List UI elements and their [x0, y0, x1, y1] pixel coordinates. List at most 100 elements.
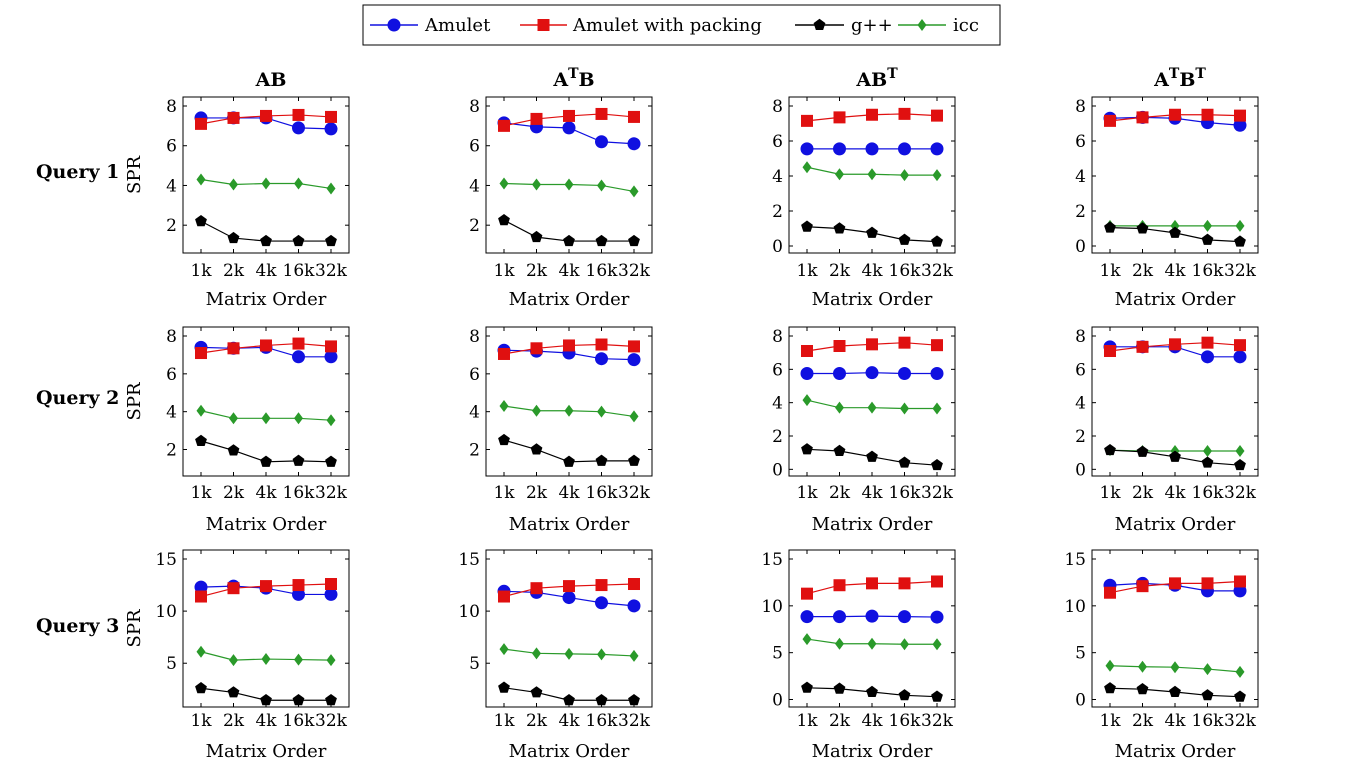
data-point	[195, 215, 207, 227]
data-point	[325, 578, 337, 591]
data-point	[865, 142, 879, 156]
data-point	[1203, 219, 1212, 232]
data-point	[931, 690, 943, 702]
data-point	[595, 107, 608, 120]
data-point	[595, 135, 608, 149]
data-point	[562, 591, 576, 605]
legend-box	[362, 4, 1001, 46]
series-square	[1104, 575, 1246, 599]
x-tick-label: 16k	[1192, 483, 1225, 503]
series-square	[498, 107, 640, 132]
data-point	[1201, 577, 1214, 590]
x-tick-label: 16k	[889, 483, 922, 503]
data-point	[595, 352, 608, 366]
legend-item-diamond: icc	[898, 15, 979, 36]
y-tick-label: 4	[1075, 394, 1086, 414]
data-point	[931, 458, 943, 471]
x-tick-label: 32k	[315, 711, 348, 731]
data-point	[326, 182, 336, 195]
data-point	[628, 578, 640, 591]
data-point	[833, 367, 846, 380]
x-tick-label: 2k	[526, 483, 548, 503]
series-diamond	[196, 404, 336, 427]
data-point	[260, 455, 272, 467]
series-pentagon	[195, 215, 337, 247]
data-point	[1234, 109, 1246, 122]
series-square	[1104, 108, 1246, 127]
data-point	[898, 577, 911, 590]
data-point	[325, 110, 337, 123]
data-point	[597, 405, 606, 418]
data-point	[597, 179, 606, 192]
series-square	[801, 575, 943, 600]
x-tick-label: 16k	[586, 711, 619, 731]
data-point	[530, 230, 543, 243]
data-point	[1136, 111, 1149, 124]
data-point	[229, 654, 238, 667]
series-circle	[800, 366, 944, 380]
data-point	[196, 173, 206, 186]
y-tick-label: 0	[1075, 460, 1086, 480]
data-point	[1104, 345, 1116, 357]
y-tick-label: 2	[469, 441, 480, 461]
x-tick-label: 1k	[1099, 261, 1121, 281]
data-point	[800, 610, 814, 624]
x-axis-label: Matrix Order	[1115, 514, 1236, 535]
panel-query-3-atbt: 0 5 10 15 1k 2k 4k 16k 32k Matrix Order	[1064, 549, 1259, 762]
x-tick-label: 16k	[1192, 261, 1225, 281]
x-tick-label: 32k	[1224, 711, 1257, 731]
y-tick-label: 8	[166, 97, 177, 117]
data-point	[261, 412, 271, 425]
x-tick-label: 1k	[493, 483, 515, 503]
x-tick-label: 4k	[558, 483, 580, 503]
x-tick-label: 4k	[1164, 483, 1186, 503]
y-tick-label: 6	[1075, 132, 1086, 152]
data-point	[229, 412, 238, 425]
data-point	[292, 579, 305, 592]
data-point	[866, 226, 878, 238]
legend-marker-pentagon	[813, 18, 826, 31]
data-point	[227, 582, 240, 595]
data-point	[802, 161, 812, 174]
row-label: Query 1	[36, 161, 119, 183]
data-point	[898, 456, 911, 468]
data-point	[530, 342, 543, 355]
x-tick-label: 16k	[586, 261, 619, 281]
data-point	[898, 336, 911, 349]
x-tick-label: 2k	[526, 711, 548, 731]
x-axis-label: Matrix Order	[1115, 741, 1236, 762]
data-point	[1235, 219, 1245, 232]
y-axis-label: SPR	[124, 382, 145, 420]
column-title: AB	[255, 69, 287, 91]
data-point	[835, 401, 844, 414]
row-label: Query 3	[36, 615, 119, 637]
x-axis-label: Matrix Order	[206, 514, 327, 535]
y-tick-label: 8	[166, 327, 177, 347]
x-tick-label: 32k	[921, 483, 954, 503]
data-point	[530, 582, 543, 595]
data-point	[261, 653, 271, 666]
data-point	[532, 404, 541, 417]
x-axis-label: Matrix Order	[509, 289, 630, 310]
data-point	[867, 637, 877, 650]
x-tick-label: 16k	[283, 711, 316, 731]
data-point	[260, 339, 272, 352]
data-point	[227, 444, 240, 456]
data-point	[1104, 443, 1116, 456]
y-tick-label: 6	[772, 360, 783, 380]
data-point	[1234, 235, 1246, 247]
x-tick-label: 32k	[618, 711, 651, 731]
y-tick-label: 8	[772, 97, 783, 117]
x-tick-label: 1k	[190, 711, 212, 731]
data-point	[930, 367, 944, 380]
data-point	[498, 347, 510, 360]
data-point	[898, 610, 911, 624]
x-axis-label: Matrix Order	[812, 741, 933, 762]
data-point	[800, 367, 814, 380]
row-labels: Query 1 Query 2 Query 3	[36, 161, 119, 637]
data-point	[532, 178, 541, 191]
series-diamond	[499, 400, 639, 423]
x-tick-label: 2k	[526, 261, 548, 281]
y-tick-label: 5	[1075, 644, 1086, 664]
data-point	[627, 353, 641, 367]
